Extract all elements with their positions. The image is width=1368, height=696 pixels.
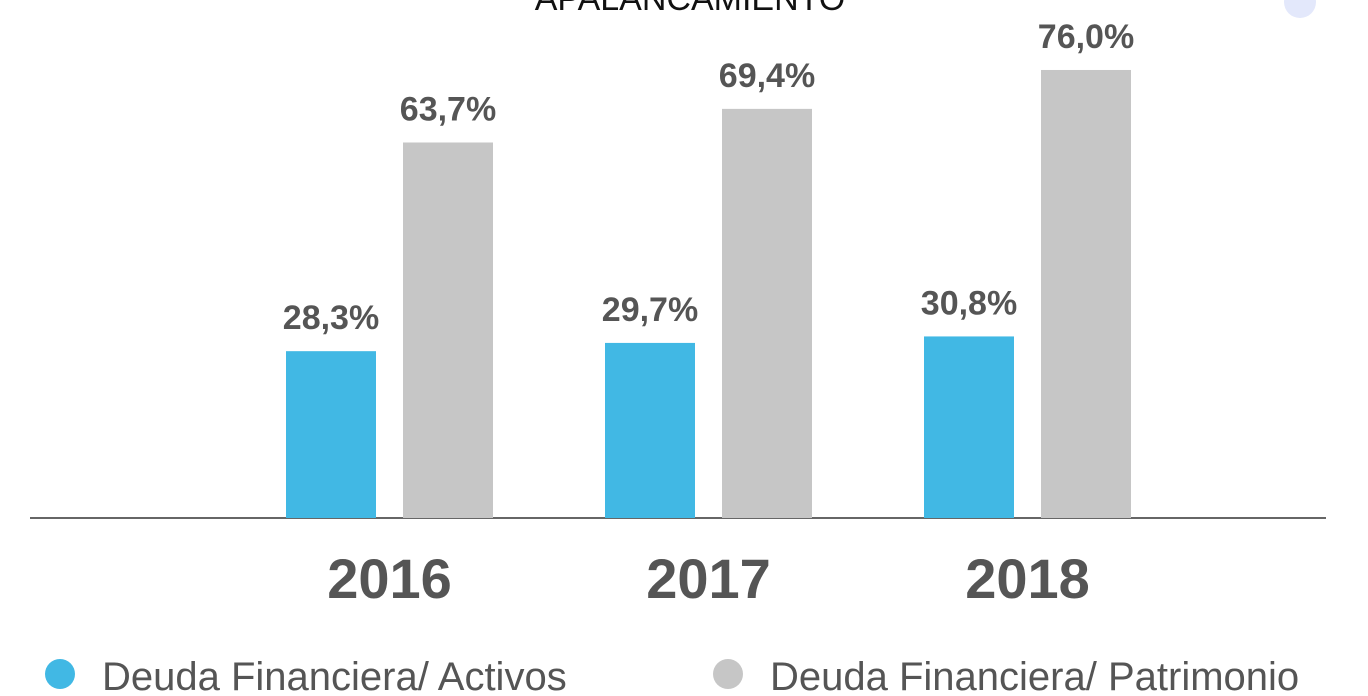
value-label: 69,4% — [719, 57, 815, 95]
legend-label: Deuda Financiera/ Patrimonio — [770, 655, 1299, 696]
value-label: 63,7% — [400, 90, 496, 128]
bar — [286, 351, 376, 518]
x-tick-label: 2017 — [646, 547, 771, 610]
value-label: 30,8% — [921, 284, 1017, 322]
bar — [605, 342, 695, 518]
x-tick-label: 2016 — [327, 547, 452, 610]
bar — [924, 336, 1014, 518]
bar — [722, 108, 812, 519]
bar — [1041, 69, 1131, 518]
value-label: 28,3% — [283, 299, 379, 337]
value-label: 76,0% — [1038, 18, 1134, 56]
chart-title: APALANCAMIENTO — [535, 0, 845, 18]
legend-label: Deuda Financiera/ Activos — [102, 655, 567, 696]
value-label: 29,7% — [602, 291, 698, 329]
decoration — [1284, 0, 1316, 18]
legend-marker — [45, 659, 75, 689]
legend-marker — [713, 659, 743, 689]
x-tick-label: 2018 — [965, 547, 1090, 610]
bar — [403, 142, 493, 518]
